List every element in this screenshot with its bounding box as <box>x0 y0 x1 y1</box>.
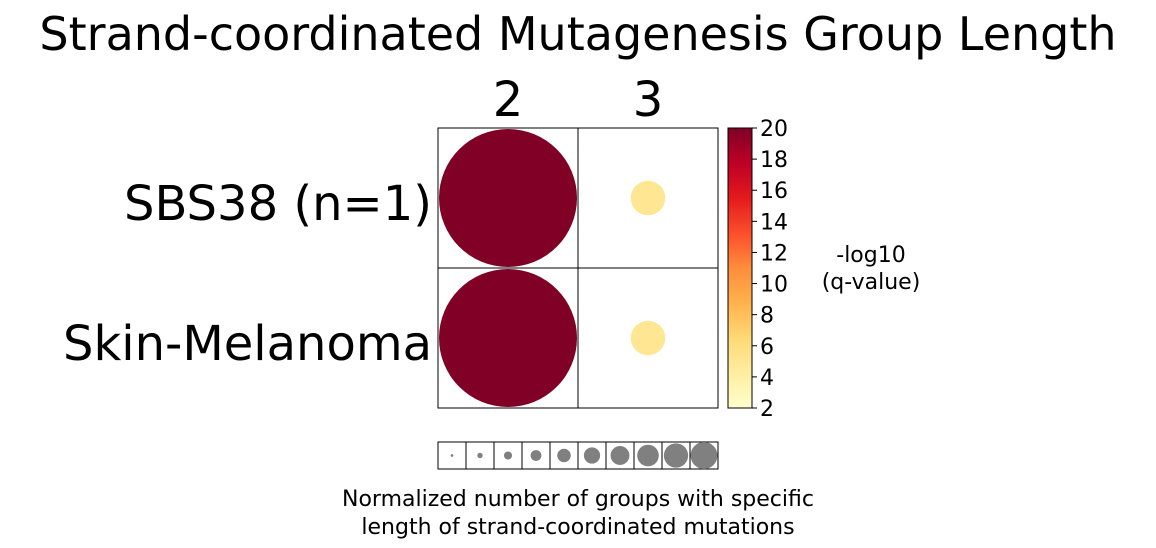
bubble-mark <box>630 180 666 216</box>
colorbar-tick-label: 14 <box>760 210 788 235</box>
colorbar-tick-label: 12 <box>760 241 788 266</box>
chart-title: Strand-coordinated Mutagenesis Group Len… <box>39 7 1116 61</box>
size-legend-dot <box>583 447 601 464</box>
column-label-2: 2 <box>493 72 524 128</box>
bubble-mark <box>630 320 666 356</box>
colorbar-tick-label: 8 <box>760 304 774 329</box>
size-legend-dot <box>663 443 689 468</box>
size-legend-dot <box>530 450 542 461</box>
bubble-mark <box>439 269 577 407</box>
colorbar-tick-label: 16 <box>760 179 788 204</box>
row-label-sbs38: SBS38 (n=1) <box>124 176 432 232</box>
size-legend-dot <box>450 454 454 457</box>
row-label-skin-melanoma: Skin-Melanoma <box>63 316 432 372</box>
bubble-grid <box>437 127 719 409</box>
colorbar-tick-label: 10 <box>760 273 788 298</box>
size-legend-dot <box>557 448 571 463</box>
size-legend-dot <box>503 451 513 460</box>
column-label-3: 3 <box>633 72 664 128</box>
size-legend-dot <box>477 452 483 459</box>
size-legend-label-line2: length of strand-coordinated mutations <box>361 515 794 540</box>
colorbar-ticks: 2 4 6 8 10 12 14 16 18 20 <box>752 117 788 422</box>
colorbar-tick-label: 6 <box>760 335 774 360</box>
colorbar-tick-label: 2 <box>760 397 774 422</box>
colorbar-tick-label: 20 <box>760 117 788 142</box>
size-legend-dot <box>610 446 630 465</box>
size-legend <box>437 441 719 470</box>
colorbar-label-line2: (q-value) <box>822 270 921 295</box>
size-legend-dot <box>690 442 718 469</box>
size-legend-dot <box>637 444 659 467</box>
colorbar-tick-label: 4 <box>760 366 774 391</box>
bubble-mark <box>439 129 577 267</box>
colorbar-tick-label: 18 <box>760 148 788 173</box>
size-legend-label-line1: Normalized number of groups with specifi… <box>342 487 814 512</box>
colorbar <box>727 127 753 409</box>
grid-cell <box>577 267 719 409</box>
colorbar-label-line1: -log10 <box>836 243 905 268</box>
